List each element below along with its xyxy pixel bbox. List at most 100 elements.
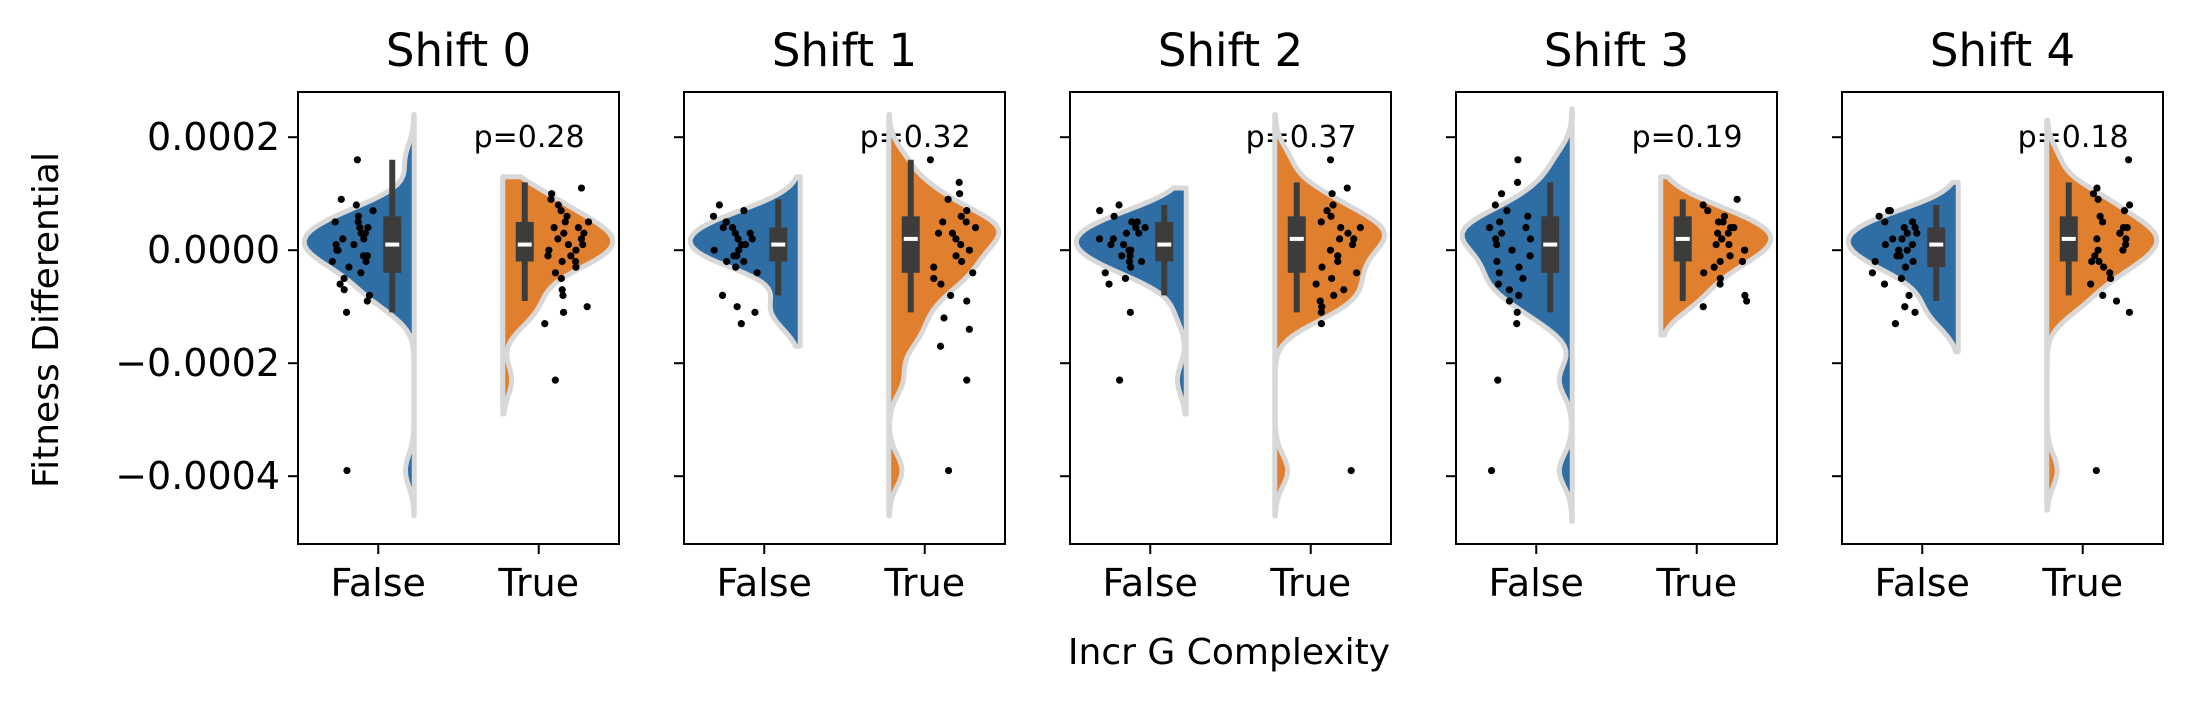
data-point [339,235,347,243]
data-point [340,286,348,294]
data-point [958,257,966,266]
data-point [1716,257,1724,266]
data-point [735,246,743,254]
data-point [1726,224,1735,232]
x-tick-label: True [1655,561,1737,605]
data-point [741,240,750,249]
data-point [1901,263,1910,271]
data-point [337,195,345,203]
data-point [579,240,587,249]
data-point [558,286,566,294]
data-point [1121,274,1130,283]
data-point [719,224,727,232]
data-point [1318,303,1326,311]
data-point [2093,184,2101,192]
data-point [557,207,565,215]
data-point [1718,235,1726,243]
data-point [1340,286,1348,294]
data-point [356,224,364,232]
data-point [1494,280,1503,288]
x-tick-label: True [2041,561,2123,605]
data-point [1318,263,1326,271]
data-point [1911,224,1919,232]
data-point [354,218,362,226]
data-point [971,224,980,232]
data-point [1740,246,1749,254]
data-point [1513,178,1522,186]
data-point [1128,218,1136,226]
data-point [1743,297,1751,305]
data-point [1901,303,1909,311]
violin-true [2044,117,2160,513]
data-point [571,257,580,266]
data-point [554,235,562,243]
panel-title: Shift 3 [1544,24,1689,77]
p-value-label: p=0.18 [2018,120,2129,155]
data-point [1335,235,1344,243]
data-point [2096,212,2104,220]
data-point [1505,286,1513,294]
data-point [930,274,938,283]
data-point [723,257,731,266]
data-point [965,325,973,333]
data-point [934,229,943,237]
data-point [1524,212,1532,220]
data-point [937,280,945,288]
data-point [1909,257,1917,266]
data-point [1515,263,1523,271]
data-point [1329,201,1337,209]
data-point [328,257,336,266]
data-point [2120,207,2129,215]
data-point [1724,229,1732,237]
data-point [1503,207,1511,215]
data-point [340,274,348,283]
data-point [1716,280,1724,288]
data-point [364,224,372,232]
panel-frame [1069,91,1392,545]
panel-0: Shift 0 p=0.28 0.0002 0.0000 −0.0002 −0.0004 F… [115,24,620,605]
data-point [1350,235,1358,243]
data-point [560,229,568,237]
data-point [572,246,580,254]
data-point [1491,201,1499,209]
data-point [1908,218,1917,226]
data-point [2094,195,2102,203]
data-point [1125,257,1134,266]
data-point [1498,229,1506,237]
data-point [1493,240,1501,249]
data-point [1725,240,1733,249]
data-point [1132,224,1140,232]
p-value-label: p=0.37 [1246,120,1357,155]
panel-2: Shift 2 p=0.37 False True [1060,24,1392,605]
panel-title: Shift 1 [772,24,917,77]
data-point [343,466,351,475]
data-point [1913,229,1921,237]
data-point [551,376,559,384]
data-point [333,246,341,254]
data-point [962,218,970,226]
data-point [740,257,748,266]
data-point [936,342,945,350]
data-point [1115,201,1123,209]
data-point [948,229,957,237]
data-point [1356,224,1364,232]
data-point [737,320,745,328]
data-point [1316,297,1324,305]
data-point [963,376,971,384]
data-point [363,252,371,260]
data-point [541,320,549,328]
data-point [357,269,365,277]
data-point [1127,246,1135,254]
y-tick-label: 0.0000 [147,228,280,272]
data-point [955,178,963,186]
data-point [1328,274,1336,283]
data-point [1875,212,1883,220]
data-point [577,235,586,243]
data-point [558,257,566,266]
data-point [969,269,977,277]
data-point [1312,280,1320,288]
y-tick-label: 0.0002 [147,115,280,159]
data-point [332,240,340,249]
data-point [1352,269,1361,277]
data-point [1496,218,1504,226]
